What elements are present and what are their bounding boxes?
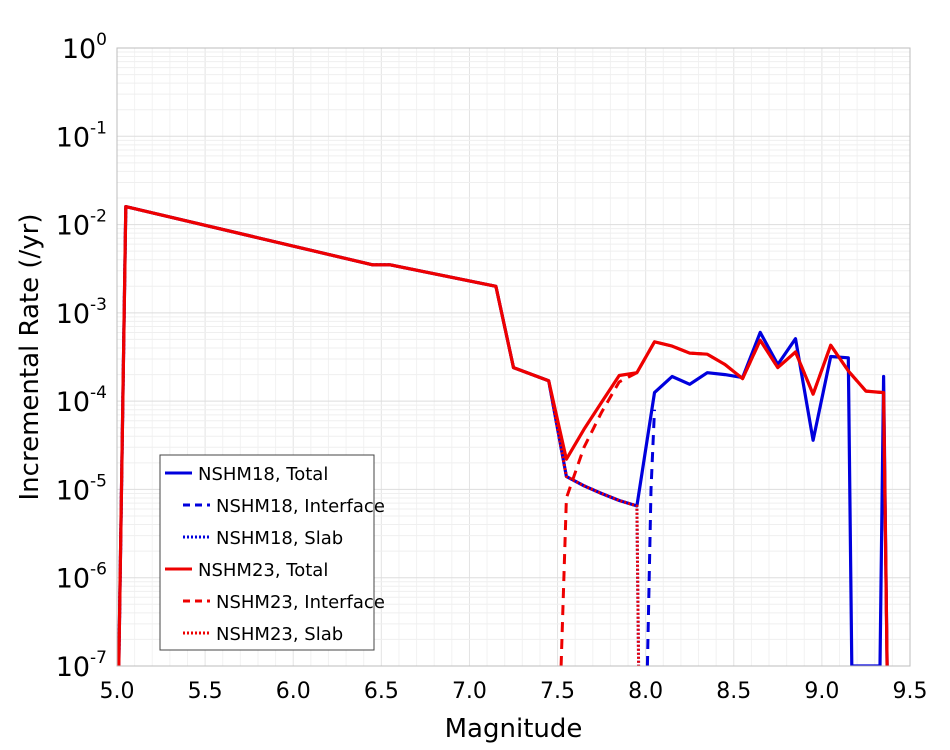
y-tick-base: 10 [56,564,90,595]
series-line-1 [645,409,656,666]
y-tick-exponent: 0 [96,30,107,50]
y-tick-label: 10-5 [56,471,107,506]
y-tick-label: 10-4 [56,383,107,418]
x-tick-label: 5.0 [100,679,135,704]
legend-label: NSHM23, Slab [216,624,343,645]
y-tick-label: 10-2 [56,207,107,242]
x-tick-label: 6.0 [276,679,311,704]
y-axis-title: Incremental Rate (/yr) [15,214,45,501]
y-tick-exponent: -5 [90,471,107,491]
series-line-5 [117,205,641,666]
y-tick-base: 10 [56,475,90,506]
y-tick-exponent: -1 [90,118,107,138]
plot-frame [116,47,911,667]
x-axis-title: Magnitude [445,714,583,744]
legend-box [159,454,375,651]
y-tick-base: 10 [56,387,90,418]
y-tick-exponent: -4 [90,383,107,403]
y-tick-base: 10 [56,122,90,153]
x-tick-label: 9.0 [804,679,839,704]
y-tick-label: 10-7 [56,648,107,683]
y-tick-label: 100 [62,30,107,65]
x-tick-label: 7.0 [452,679,487,704]
x-tick-label: 8.5 [716,679,751,704]
x-tick-label: 8.0 [628,679,663,704]
y-tick-exponent: -2 [90,207,107,227]
y-tick-exponent: -7 [90,648,107,668]
x-tick-label: 6.5 [364,679,399,704]
y-tick-exponent: -3 [90,295,107,315]
legend-label: NSHM18, Interface [216,496,385,517]
x-tick-label: 7.5 [540,679,575,704]
y-tick-base: 10 [56,211,90,242]
y-tick-base: 10 [62,34,96,65]
legend-label: NSHM23, Interface [216,592,385,613]
series-layer [117,205,889,666]
series-line-4 [559,338,889,666]
y-tick-label: 10-6 [56,560,107,595]
y-tick-label: 10-3 [56,295,107,330]
x-tick-label: 9.5 [893,679,928,704]
legend-label: NSHM23, Total [198,560,328,581]
legend-label: NSHM18, Total [198,464,328,485]
y-tick-base: 10 [56,299,90,330]
y-tick-base: 10 [56,652,90,683]
y-tick-label: 10-1 [56,118,107,153]
x-tick-labels: 5.0 5.5 6.0 6.5 7.0 7.5 8.0 8.5 9.0 9.5 [100,679,928,704]
series-line-3 [117,205,889,666]
y-tick-exponent: -6 [90,560,107,580]
x-tick-label: 5.5 [188,679,223,704]
legend-label: NSHM18, Slab [216,528,343,549]
legend: NSHM18, Total NSHM18, Interface NSHM18, Sl… [159,454,385,651]
